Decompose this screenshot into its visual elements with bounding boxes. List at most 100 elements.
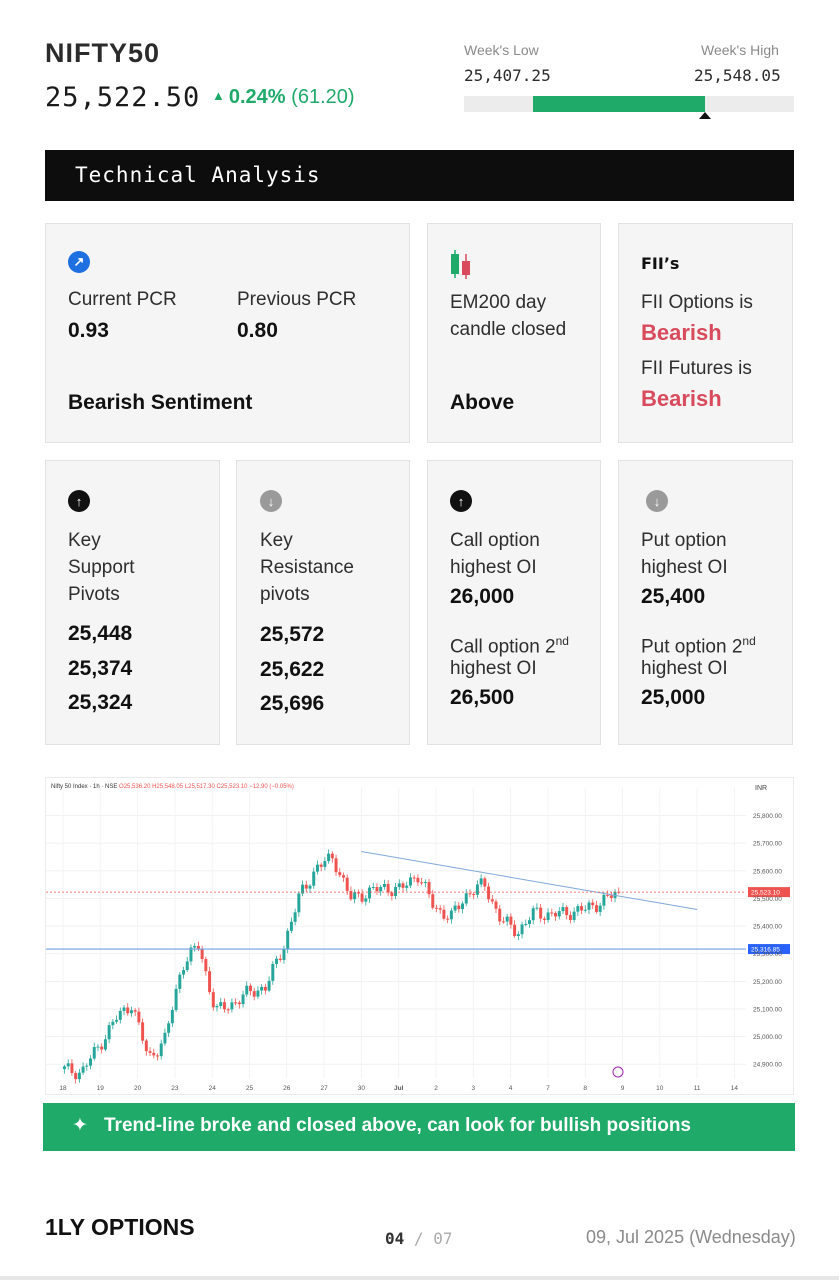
y-tick-label: 25,200.00 [753,979,782,986]
candle-body [159,1043,163,1057]
y-tick-label: 24,900.00 [753,1062,782,1069]
candle-body [591,902,595,906]
chart-header: Nifty 50 Index · 1h · NSE O25,536.20 H25… [51,784,294,790]
candle-body [275,958,279,964]
candle-body [528,920,531,924]
candle-body [85,1065,89,1067]
support-label-line1: Key [68,530,101,551]
candle-body [416,877,420,883]
x-tick-label: 8 [583,1085,587,1092]
candle-body [565,907,569,916]
candle-body [77,1072,81,1080]
y-tick-label: 25,400.00 [753,924,782,931]
candle-body [408,877,412,886]
candle-body [148,1051,152,1053]
candle-body [96,1046,100,1048]
candle-body [249,985,252,992]
candle-body [490,899,494,902]
last-price-label: 25,523.10 [751,890,780,897]
candle-body [457,905,461,910]
candle-body [167,1023,171,1033]
current-pcr-value: 0.93 [68,319,109,342]
resistance-card: ↓ Key Resistance pivots 25,572 25,622 25… [236,460,410,745]
candle-body [289,921,293,931]
candle-body [133,1010,137,1012]
candlestick-icon [451,250,470,279]
week-range-fill [533,96,705,112]
candle-body [118,1010,122,1020]
ema-label-line2: candle closed [450,319,567,340]
section-title: Technical Analysis [75,163,321,187]
candle-body [234,1002,238,1004]
put-oi-card: ↓ Put option highest OI 25,400 Put optio… [618,460,793,745]
triangle-up-icon: ▲ [212,88,225,103]
y-tick-label: 25,800.00 [753,813,782,820]
candle-body [163,1032,167,1044]
candle-body [353,892,357,900]
candle-body [241,994,245,1005]
x-tick-label: 23 [171,1085,179,1092]
put-oi2-label-line2: highest OI [641,658,728,679]
trend-line [361,851,698,911]
candle-body [230,1002,234,1010]
candle-body [401,883,405,888]
candle-body [301,884,305,894]
candle-body [382,884,386,887]
candle-body [100,1046,104,1050]
chart-high: H25,548.05 [152,784,184,790]
x-tick-label: 19 [97,1085,105,1092]
x-tick-label: Jul [394,1085,404,1092]
call-oi2-label-line2: highest OI [450,658,537,679]
put-oi-value: 25,400 [641,585,706,608]
candle-body [435,907,438,909]
candle-body [226,1009,230,1011]
candle-body [397,883,401,888]
fii-heading: FII’s [641,254,680,273]
candle-body [475,884,479,895]
candle-body [327,853,331,862]
call-oi-label-line2: highest OI [450,557,537,578]
candle-body [66,1063,70,1067]
page-current: 04 [385,1229,405,1248]
candle-body [304,884,308,889]
candle-body [487,886,491,900]
resistance-level-3: 25,696 [260,692,325,715]
candle-body [542,918,546,920]
candle-body [252,991,256,997]
candle-body [122,1007,126,1011]
current-price: 25,522.50 [45,82,201,113]
y-tick-label: 25,600.00 [753,868,782,875]
report-date: 09, Jul 2025 (Wednesday) [586,1227,796,1247]
y-tick-label: 25,100.00 [753,1006,782,1013]
candlestick-chart: 25,316.85 25,523.10 25,800.00 25,700.00 25,… [46,788,790,1092]
candle-body [222,1002,226,1010]
candle-body [193,945,197,948]
arrow-down-icon: ↓ [260,490,282,512]
candle-body [170,1010,174,1024]
candle-body [263,986,267,991]
x-tick-label: 30 [358,1085,366,1092]
candle-body [453,905,457,911]
current-price-marker [698,112,711,119]
candle-body [334,858,338,873]
candle-body [390,892,394,897]
last-price-tag [748,887,790,898]
candle-body [308,885,312,889]
candle-body [405,885,409,888]
ticker-symbol: NIFTY50 [45,38,161,68]
candle-body [219,1002,223,1006]
candle-body [516,934,520,936]
candle-body [315,864,319,872]
insight-banner [43,1103,795,1151]
put-oi-label-line2: highest OI [641,557,728,578]
candle-body [237,1002,241,1005]
candle-body [423,882,427,884]
fii-card: FII’s FII Options is Bearish FII Futures… [618,223,793,443]
candle-body [63,1066,66,1070]
change-percent: 0.24% [228,86,286,108]
y-tick-label: 25,500.00 [753,896,782,903]
chart-close: C25,523.10 [216,784,248,790]
candle-body [312,871,316,886]
x-tick-label: 11 [694,1085,701,1092]
candle-body [576,906,580,912]
